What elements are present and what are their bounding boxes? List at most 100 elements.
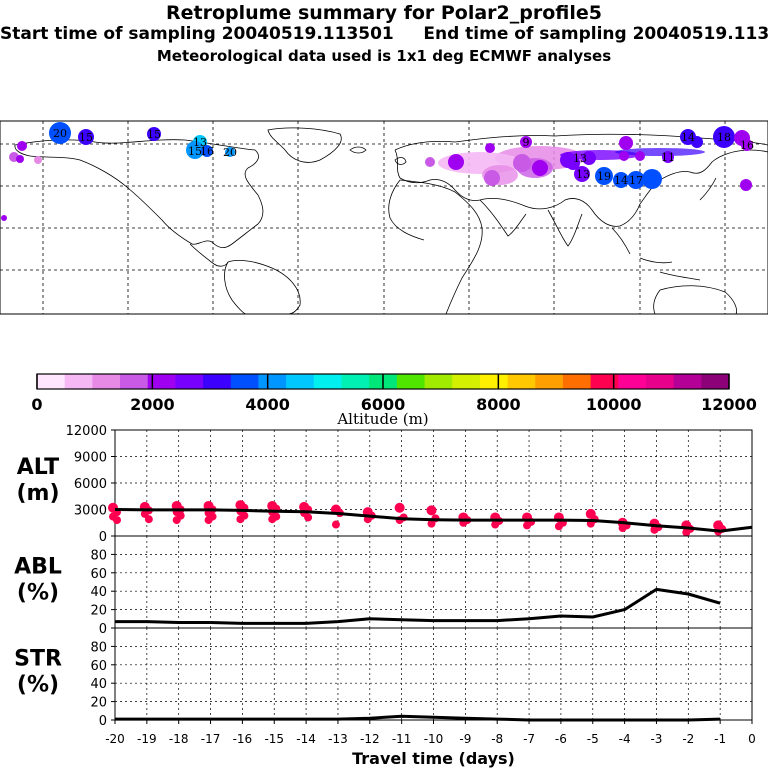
- y-tick-label: 0: [99, 530, 107, 545]
- colorbar-swatch: [618, 374, 647, 389]
- plume-marker: [740, 179, 752, 191]
- colorbar-swatch: [452, 374, 481, 389]
- colorbar-swatch: [396, 374, 426, 389]
- panel-ylabel: ALT: [17, 455, 59, 480]
- plume-label: 15: [188, 145, 202, 158]
- colorbar-tick-label: 8000: [476, 395, 521, 414]
- altitude-point: [523, 521, 532, 530]
- panel-ylabel-unit: (m): [16, 481, 59, 506]
- plume-marker: [34, 156, 42, 164]
- altitude-colorbar: 0 2000 4000 6000 8000 10000 12000 Altitude (m): [31, 373, 757, 428]
- met-data-label: Meteorological data used is 1x1 deg ECMW…: [156, 47, 612, 65]
- colorbar-swatch: [64, 374, 93, 389]
- plume-label: 15: [79, 131, 93, 144]
- panel-abl: 0 20 40 60 80 ABL(%): [14, 535, 753, 637]
- colorbar-swatch: [258, 374, 287, 389]
- y-tick-label: 0: [99, 714, 107, 729]
- altitude-point: [172, 516, 181, 525]
- colorbar-tick-label: 12000: [701, 395, 757, 414]
- x-tick-label: -2: [682, 732, 694, 746]
- series-line: [115, 587, 721, 625]
- colorbar-swatch: [203, 374, 232, 389]
- colorbar-swatch: [92, 374, 121, 389]
- colorbar-swatch: [230, 374, 259, 389]
- plume-label: 11: [661, 151, 675, 164]
- x-tick-label: -10: [424, 732, 444, 746]
- y-tick-label: 6000: [74, 477, 107, 492]
- plume-marker: [448, 154, 464, 170]
- plume-marker: [574, 166, 590, 182]
- colorbar-swatch: [701, 374, 730, 389]
- altitude-point: [682, 528, 691, 537]
- x-tick-label: -5: [587, 732, 599, 746]
- altitude-point: [268, 515, 277, 524]
- end-time: End time of sampling 20040519.113501: [423, 24, 768, 44]
- chart-title: Retroplume summary for Polar2_profile5: [165, 2, 603, 24]
- plume-marker: [225, 147, 235, 157]
- y-tick-label: 40: [90, 585, 107, 600]
- y-tick-label: 9000: [74, 451, 107, 466]
- colorbar-swatch: [479, 374, 509, 389]
- y-tick-label: 3000: [74, 504, 107, 519]
- x-tick-label: -15: [264, 732, 284, 746]
- x-tick-label: -3: [650, 732, 662, 746]
- colorbar-swatch: [535, 374, 564, 389]
- sampling-times: Start time of sampling 20040519.113501 E…: [0, 24, 768, 44]
- colorbar-swatch: [286, 374, 315, 389]
- panel-alt: 0 3000 6000 9000 12000 ALT(m): [16, 424, 753, 545]
- plume-marker: [1, 215, 7, 221]
- y-tick-label: 20: [90, 604, 107, 619]
- colorbar-swatch: [147, 374, 176, 389]
- plume-label: 14: [681, 131, 695, 144]
- plume-marker: [613, 172, 629, 188]
- x-tick-label: -12: [360, 732, 380, 746]
- series-line: [114, 508, 753, 533]
- colorbar-tick-label: 0: [31, 395, 42, 414]
- plume-marker: [425, 157, 435, 167]
- colorbar-swatch: [507, 374, 536, 389]
- x-tick-label: -17: [201, 732, 221, 746]
- plume-label: 13: [193, 136, 207, 149]
- panel-str: 0 20 40 60 80 STR(%): [14, 627, 753, 729]
- plume-marker: [691, 136, 703, 148]
- colorbar-tick-label: 2000: [130, 395, 175, 414]
- plume-marker: [513, 154, 531, 172]
- y-tick-label: 60: [90, 659, 107, 674]
- plume-marker: [627, 171, 645, 189]
- x-tick-label: -14: [296, 732, 316, 746]
- colorbar-swatch: [424, 374, 453, 389]
- y-tick-label: 80: [90, 548, 107, 563]
- colorbar-swatch: [37, 374, 66, 389]
- colorbar-tick-label: 6000: [361, 395, 406, 414]
- x-tick-label: -7: [523, 732, 535, 746]
- altitude-point: [394, 502, 405, 513]
- series-line: [115, 714, 721, 722]
- plume-marker: [485, 143, 495, 153]
- colorbar-tick-label: 4000: [245, 395, 290, 414]
- y-tick-label: 12000: [66, 424, 107, 439]
- plume-marker: [147, 127, 161, 141]
- x-tick-label: -20: [105, 732, 125, 746]
- panel-ylabel: STR: [14, 647, 62, 672]
- panel-ylabel-unit: (%): [17, 581, 59, 606]
- start-time: Start time of sampling 20040519.113501: [0, 24, 394, 44]
- plume-label: 19: [597, 170, 611, 183]
- altitude-point: [144, 515, 153, 524]
- colorbar-swatch: [590, 374, 619, 389]
- colorbar-swatch: [175, 374, 204, 389]
- plume-marker: [17, 141, 27, 151]
- plume-marker: [642, 169, 662, 189]
- plume-label: 20: [53, 127, 67, 140]
- altitude-point: [427, 519, 436, 528]
- panel-ylabel: ABL: [14, 555, 62, 580]
- time-series-panels: 0 3000 6000 9000 12000 ALT(m) 0 20 40 60 80 ABL(%) 0…: [14, 424, 756, 768]
- altitude-point: [204, 516, 213, 525]
- altitude-point: [236, 515, 245, 524]
- y-tick-label: 40: [90, 677, 107, 692]
- altitude-point: [554, 522, 563, 531]
- colorbar-tick-label: 10000: [586, 395, 642, 414]
- colorbar-swatch: [341, 374, 370, 389]
- altitude-point: [331, 520, 340, 529]
- plume-label: 13: [573, 152, 587, 165]
